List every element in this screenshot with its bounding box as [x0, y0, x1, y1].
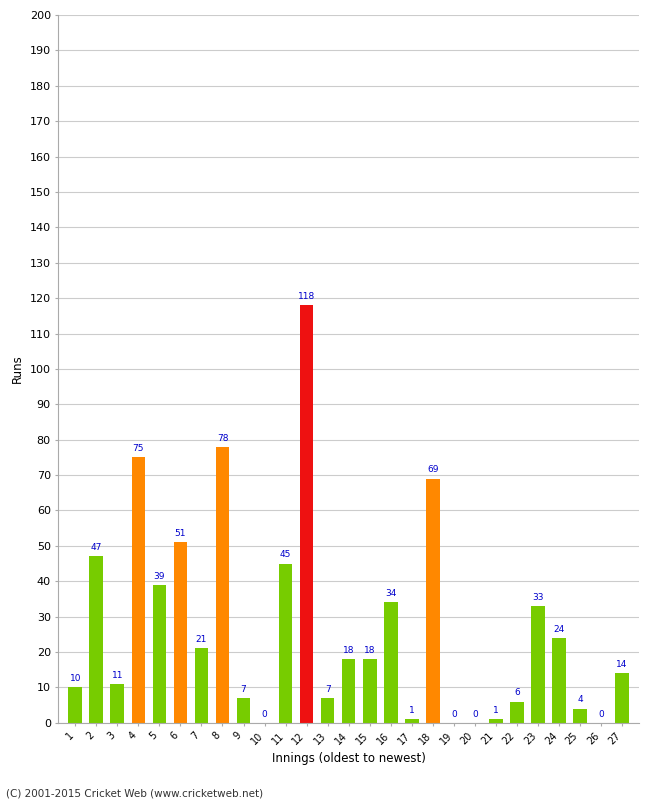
Text: 7: 7: [240, 685, 246, 694]
Text: 39: 39: [153, 571, 165, 581]
Bar: [90, 557, 103, 722]
Text: 7: 7: [325, 685, 330, 694]
Bar: [531, 606, 545, 722]
Y-axis label: Runs: Runs: [11, 354, 24, 383]
Text: 33: 33: [532, 593, 543, 602]
Bar: [384, 602, 398, 722]
Text: 75: 75: [133, 444, 144, 453]
Bar: [68, 687, 82, 722]
Bar: [363, 659, 376, 722]
Text: 78: 78: [216, 434, 228, 442]
Text: 21: 21: [196, 635, 207, 644]
Bar: [342, 659, 356, 722]
Bar: [405, 719, 419, 722]
Text: 0: 0: [451, 710, 457, 718]
Text: 4: 4: [577, 695, 583, 704]
Bar: [426, 478, 439, 722]
Text: (C) 2001-2015 Cricket Web (www.cricketweb.net): (C) 2001-2015 Cricket Web (www.cricketwe…: [6, 789, 264, 798]
Text: 34: 34: [385, 590, 396, 598]
Text: 18: 18: [343, 646, 354, 655]
Text: 0: 0: [598, 710, 604, 718]
Bar: [153, 585, 166, 722]
Bar: [489, 719, 502, 722]
Text: 24: 24: [553, 625, 565, 634]
Text: 45: 45: [280, 550, 291, 559]
Text: 0: 0: [472, 710, 478, 718]
Bar: [111, 684, 124, 722]
Bar: [573, 709, 587, 722]
Text: 10: 10: [70, 674, 81, 683]
Bar: [552, 638, 566, 722]
Bar: [131, 458, 145, 722]
Text: 1: 1: [493, 706, 499, 715]
Text: 69: 69: [427, 466, 439, 474]
Bar: [510, 702, 524, 722]
Text: 18: 18: [364, 646, 376, 655]
Text: 118: 118: [298, 292, 315, 301]
Bar: [194, 649, 208, 722]
Bar: [216, 446, 229, 722]
Text: 51: 51: [175, 529, 186, 538]
Bar: [300, 306, 313, 722]
Text: 47: 47: [90, 543, 102, 552]
X-axis label: Innings (oldest to newest): Innings (oldest to newest): [272, 752, 426, 765]
Text: 6: 6: [514, 688, 520, 698]
Bar: [321, 698, 335, 722]
Text: 14: 14: [616, 660, 628, 669]
Text: 0: 0: [262, 710, 267, 718]
Bar: [279, 563, 293, 722]
Bar: [616, 674, 629, 722]
Text: 11: 11: [112, 670, 123, 680]
Bar: [174, 542, 187, 722]
Text: 1: 1: [409, 706, 415, 715]
Bar: [237, 698, 250, 722]
